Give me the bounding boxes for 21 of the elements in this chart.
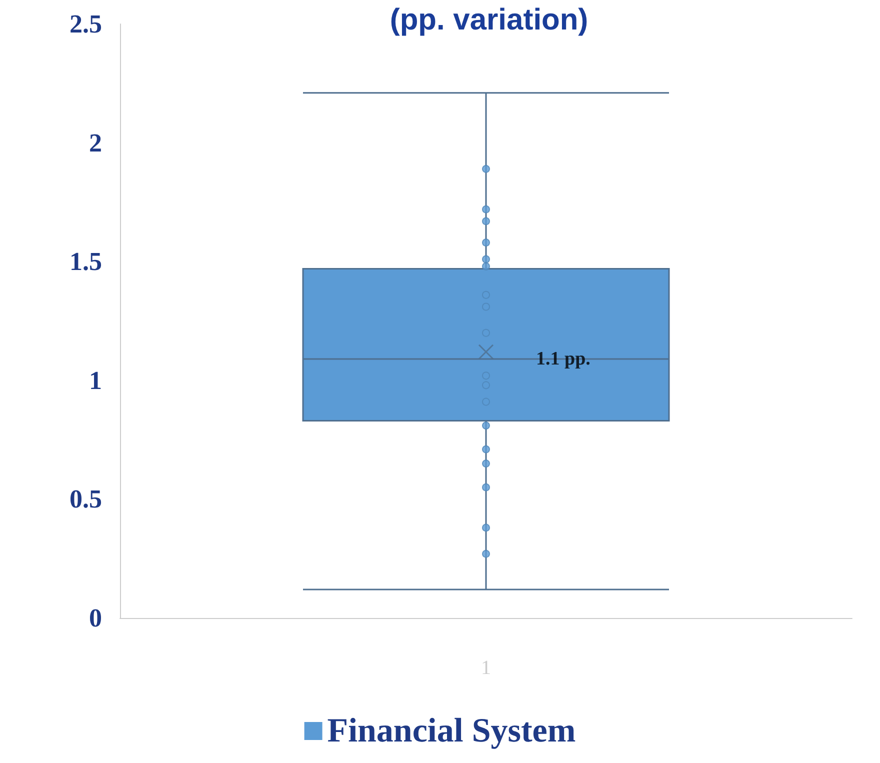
point bbox=[482, 422, 490, 430]
point bbox=[482, 483, 490, 492]
point bbox=[482, 255, 490, 264]
y-tick-label: 1.5 bbox=[70, 247, 102, 276]
point bbox=[482, 205, 490, 214]
legend-label: Financial System bbox=[327, 712, 576, 750]
point bbox=[482, 445, 490, 454]
point bbox=[482, 238, 490, 247]
chart-title: (pp. variation) bbox=[390, 4, 588, 36]
y-tick-label: 2.5 bbox=[70, 10, 102, 38]
y-tick-label: 0.5 bbox=[70, 484, 102, 514]
point bbox=[482, 217, 490, 226]
y-tick-label: 0 bbox=[89, 604, 102, 632]
y-tick-label: 1 bbox=[89, 366, 102, 395]
point bbox=[482, 460, 490, 468]
point bbox=[482, 262, 490, 270]
point bbox=[482, 550, 490, 558]
point bbox=[482, 164, 490, 173]
annotation: 1.1 pp. bbox=[536, 348, 590, 370]
y-tick-label: 2 bbox=[89, 128, 102, 158]
point bbox=[482, 524, 490, 532]
